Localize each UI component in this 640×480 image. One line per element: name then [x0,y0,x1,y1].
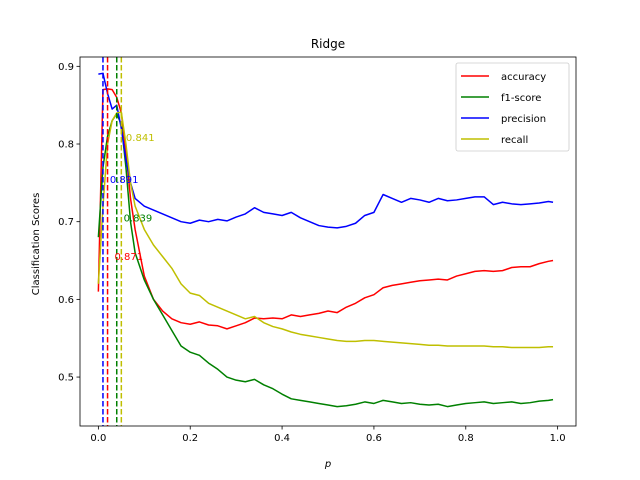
series-line-recall [97,111,554,349]
annotation-label: 0.891 [110,175,139,186]
legend-label-precision: precision [501,114,546,125]
x-tick-label: 0.6 [366,433,382,444]
x-tick-label: 1.0 [550,433,566,444]
x-axis-label: p [324,459,331,470]
x-tick-label: 0.4 [274,433,290,444]
series-line-f1-score [97,112,554,408]
series-line-precision [98,72,554,229]
axes-frame [79,56,577,427]
legend-label-accuracy: accuracy [501,72,546,83]
annotation-label: 0.841 [126,133,155,144]
legend-label-recall: recall [501,135,528,146]
x-tick-label: 0.8 [458,433,474,444]
annotation-label: 0.871 [114,252,143,263]
y-tick-label: 0.5 [58,373,74,384]
y-axis-label: Classification Scores [31,193,42,296]
annotation-label: 0.839 [124,214,153,225]
y-tick-label: 0.9 [58,62,74,73]
x-tick-label: 0.2 [182,433,198,444]
chart-title: Ridge [311,37,345,51]
y-tick-label: 0.7 [58,217,74,228]
plot-area: 0.841 0.891 0.839 0.871 0.0 0.2 0.4 0.6 0.8 1.0 0.… [58,56,577,444]
legend-box [455,62,570,152]
series-line-accuracy [97,88,554,330]
legend: accuracy f1-score precision recall [455,62,570,152]
x-tick-label: 0.0 [90,433,106,444]
legend-label-f1-score: f1-score [501,93,541,104]
y-tick-label: 0.8 [58,140,74,151]
y-tick-label: 0.6 [58,295,74,306]
